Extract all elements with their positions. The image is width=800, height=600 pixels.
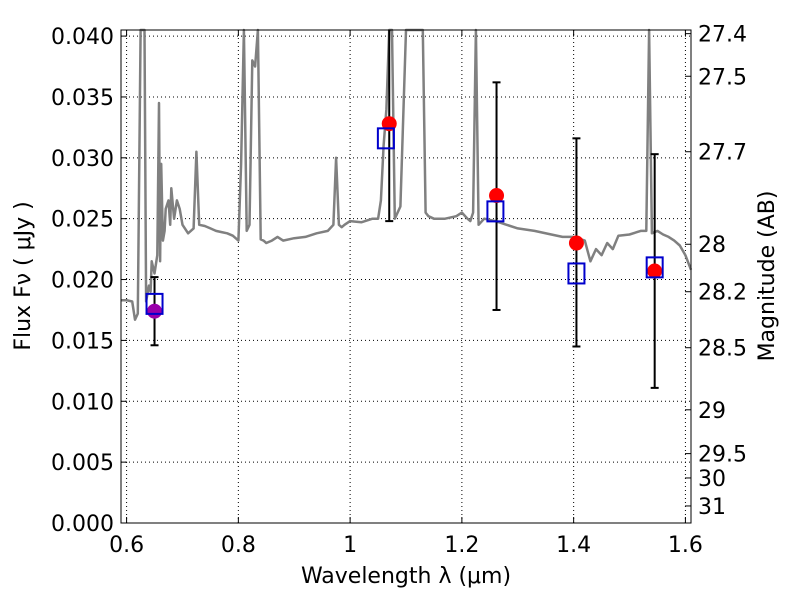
- y-tick-label: 0.030: [51, 147, 114, 172]
- model-photometry-square: [376, 127, 395, 150]
- right-tick-label: 31: [698, 495, 726, 520]
- y-axis-title: Flux Fν ( μJy ): [11, 201, 36, 350]
- y-tick-label: 0.025: [51, 208, 114, 233]
- plot-background: [121, 30, 691, 523]
- y-tick-label: 0.000: [51, 512, 114, 537]
- model-photometry-square: [145, 292, 164, 315]
- right-tick-label: 28.2: [698, 281, 747, 306]
- x-tick-labels: 0.6 0.8 1 1.2 1.4 1.6: [109, 533, 703, 558]
- observed-points: [147, 116, 663, 319]
- x-tick-label: 0.6: [109, 533, 144, 558]
- observed-point: [647, 263, 663, 279]
- x-tick-label: 1: [343, 533, 357, 558]
- right-tick-label: 27.7: [698, 141, 747, 166]
- ticks: [121, 30, 691, 524]
- x-tick-label: 1.6: [668, 533, 703, 558]
- y-tick-label: 0.020: [51, 269, 114, 294]
- y-tick-labels: 0.000 0.005 0.010 0.015 0.020 0.025 0.030 0.035…: [51, 25, 114, 537]
- observed-point: [147, 303, 163, 319]
- x-tick-label: 1.2: [444, 533, 479, 558]
- right-tick-label: 28: [698, 233, 726, 258]
- right-tick-label: 30: [698, 467, 726, 492]
- observed-point: [568, 235, 584, 251]
- model-photometry-square: [567, 262, 586, 285]
- y-tick-label: 0.005: [51, 451, 114, 476]
- right-tick-label: 27.4: [698, 23, 747, 48]
- right-tick-labels: 27.4 27.5 27.7 28 28.2 28.5 29 29.530 31: [698, 23, 747, 520]
- x-axis-title: Wavelength λ (μm): [301, 564, 511, 589]
- model-photometry-points: [145, 127, 664, 315]
- x-tick-label: 1.4: [556, 533, 591, 558]
- right-tick-label: 28.5: [698, 337, 747, 362]
- right-tick-label: 29.5: [698, 443, 747, 468]
- x-tick-label: 0.8: [221, 533, 256, 558]
- y-tick-label: 0.010: [51, 390, 114, 415]
- right-tick-label: 29: [698, 399, 726, 424]
- model-photometry-square: [645, 256, 664, 279]
- observed-point: [489, 188, 505, 204]
- model-photometry-square: [486, 200, 505, 223]
- y-tick-label: 0.035: [51, 86, 114, 111]
- right-tick-label: 27.5: [698, 65, 747, 90]
- right-axis-title: Magnitude (AB): [755, 191, 780, 362]
- y-tick-label: 0.015: [51, 329, 114, 354]
- plot-frame: [120, 29, 692, 524]
- y-tick-label: 0.040: [51, 25, 114, 50]
